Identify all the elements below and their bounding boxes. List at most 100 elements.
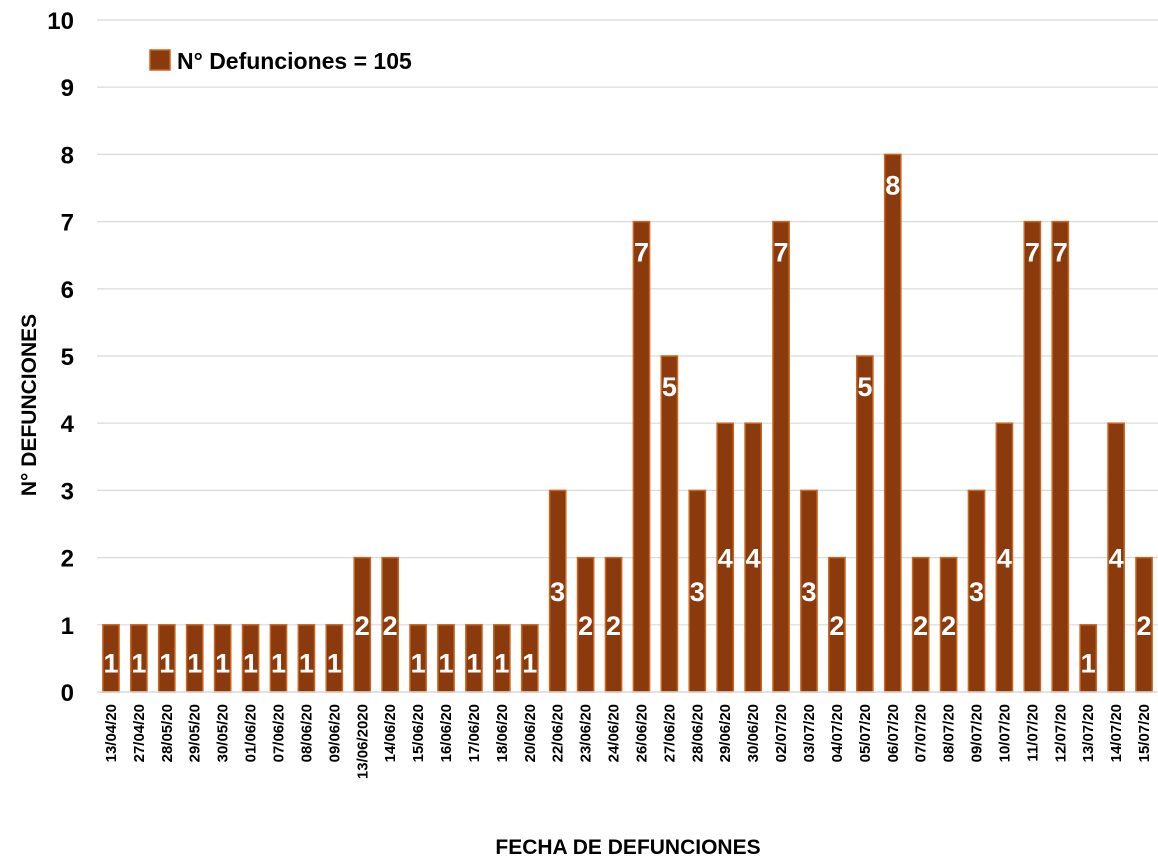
x-tick-label: 07/07/20 <box>913 704 930 762</box>
x-tick-label: 30/05/20 <box>215 704 232 762</box>
y-tick-label: 10 <box>47 8 74 35</box>
data-label: 7 <box>1053 238 1068 268</box>
bar <box>632 220 651 693</box>
data-label: 4 <box>1109 544 1124 574</box>
x-tick-label: 26/06/20 <box>633 704 650 762</box>
data-label: 1 <box>299 648 314 678</box>
data-label: 3 <box>969 577 984 607</box>
x-tick-label: 09/06/20 <box>326 704 343 762</box>
x-tick-label: 10/07/20 <box>996 704 1013 762</box>
data-label: 1 <box>438 648 453 678</box>
x-tick-label: 11/07/20 <box>1024 704 1041 762</box>
x-tick-label: 04/07/20 <box>829 704 846 762</box>
x-tick-label: 30/06/20 <box>745 704 762 762</box>
x-tick-label: 03/07/20 <box>801 704 818 762</box>
data-label: 2 <box>1137 611 1152 641</box>
y-axis-ticks: 0 1 2 3 4 5 6 7 8 9 10 <box>47 8 74 707</box>
y-tick-label: 7 <box>61 210 74 237</box>
x-axis-ticks: 13/04/20 27/04/20 28/05/20 29/05/20 30/05/20… <box>103 704 1153 779</box>
x-tick-label: 28/06/20 <box>689 704 706 762</box>
data-label: 1 <box>411 648 426 678</box>
data-label: 7 <box>1025 238 1040 268</box>
x-tick-label: 15/07/20 <box>1136 704 1153 762</box>
bar <box>855 355 874 693</box>
x-tick-label: 28/05/20 <box>159 704 176 762</box>
x-tick-label: 29/06/20 <box>717 704 734 762</box>
data-label: 1 <box>522 648 537 678</box>
y-tick-label: 3 <box>61 478 74 505</box>
bar <box>1023 220 1042 693</box>
legend-swatch <box>149 49 171 71</box>
y-tick-label: 0 <box>61 680 74 707</box>
y-tick-label: 9 <box>61 75 74 102</box>
x-tick-label: 01/06/20 <box>243 704 260 762</box>
x-tick-label: 05/07/20 <box>857 704 874 762</box>
x-tick-label: 18/06/20 <box>494 704 511 762</box>
data-label: 1 <box>1081 648 1096 678</box>
data-label: 5 <box>857 372 872 402</box>
x-tick-label: 13/04/20 <box>103 704 120 762</box>
data-label: 2 <box>913 611 928 641</box>
data-label: 1 <box>494 648 509 678</box>
data-label: 1 <box>327 648 342 678</box>
data-label: 2 <box>829 611 844 641</box>
bar <box>772 220 790 693</box>
data-label: 5 <box>662 372 677 402</box>
data-label: 2 <box>383 611 398 641</box>
x-tick-label: 27/06/20 <box>661 704 678 762</box>
y-tick-label: 6 <box>61 277 74 304</box>
x-tick-label: 23/06/20 <box>578 704 595 762</box>
x-tick-label: 12/07/20 <box>1052 704 1069 762</box>
data-label: 3 <box>801 577 816 607</box>
x-tick-label: 09/07/20 <box>969 704 986 762</box>
x-tick-label: 08/06/20 <box>298 704 315 762</box>
legend: N° Defunciones = 105 <box>149 48 412 74</box>
x-tick-label: 22/06/20 <box>550 704 567 762</box>
y-tick-label: 4 <box>61 411 75 438</box>
data-label: 8 <box>885 170 900 200</box>
x-tick-label: 02/07/20 <box>773 704 790 762</box>
x-tick-label: 20/06/20 <box>522 704 539 762</box>
data-label: 1 <box>187 648 202 678</box>
data-label: 1 <box>131 648 146 678</box>
x-tick-label: 17/06/20 <box>466 704 483 762</box>
data-label: 3 <box>550 577 565 607</box>
x-tick-label: 15/06/20 <box>410 704 427 762</box>
y-tick-label: 8 <box>61 142 74 169</box>
x-tick-label: 14/06/20 <box>382 704 399 762</box>
legend-label: N° Defunciones = 105 <box>177 48 412 74</box>
x-axis-title: FECHA DE DEFUNCIONES <box>495 836 760 859</box>
data-label: 1 <box>271 648 286 678</box>
data-label: 4 <box>718 544 733 574</box>
data-label: 1 <box>466 648 481 678</box>
x-tick-label: 27/04/20 <box>131 704 148 762</box>
data-label: 1 <box>159 648 174 678</box>
data-label: 2 <box>355 611 370 641</box>
x-tick-label: 13/07/20 <box>1080 704 1097 762</box>
x-tick-label: 29/05/20 <box>187 704 204 762</box>
data-label: 2 <box>941 611 956 641</box>
y-axis-title: N° DEFUNCIONES <box>18 314 41 496</box>
data-label: 2 <box>578 611 593 641</box>
x-tick-label: 07/06/20 <box>270 704 287 762</box>
y-tick-label: 5 <box>61 344 74 371</box>
x-tick-label: 13/06/2020 <box>354 704 371 779</box>
gridlines <box>97 19 1158 626</box>
bar <box>1051 220 1070 693</box>
x-tick-label: 06/07/20 <box>885 704 902 762</box>
data-label: 1 <box>243 648 258 678</box>
data-label: 1 <box>215 648 230 678</box>
x-tick-label: 14/07/20 <box>1108 704 1125 762</box>
bar <box>660 355 679 693</box>
data-label: 4 <box>746 544 761 574</box>
data-label: 4 <box>997 544 1012 574</box>
data-label: 7 <box>774 238 789 268</box>
data-label: 1 <box>103 648 118 678</box>
x-tick-label: 16/06/20 <box>438 704 455 762</box>
y-tick-label: 2 <box>61 546 74 573</box>
data-label: 2 <box>606 611 621 641</box>
x-tick-label: 24/06/20 <box>606 704 623 762</box>
